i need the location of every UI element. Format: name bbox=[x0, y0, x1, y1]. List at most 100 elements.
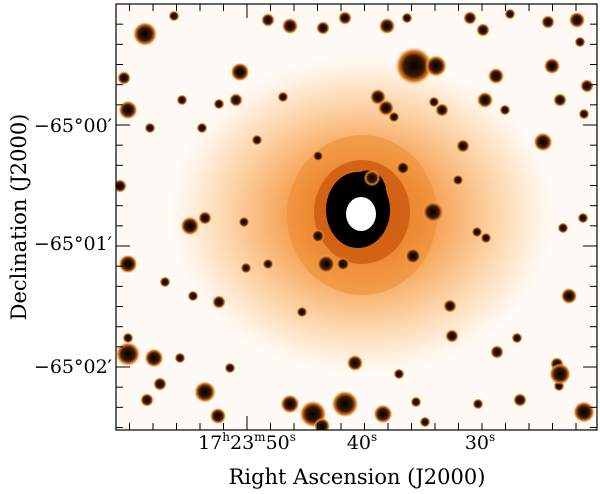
star bbox=[194, 381, 216, 403]
x-tick-label: 17h23m50s bbox=[198, 430, 296, 454]
plot-frame bbox=[115, 3, 598, 431]
star bbox=[224, 362, 236, 374]
star bbox=[144, 348, 164, 368]
star bbox=[396, 161, 410, 175]
y-tick-label: −65°02′ bbox=[34, 356, 112, 378]
star bbox=[533, 132, 553, 152]
star bbox=[176, 94, 188, 106]
star bbox=[336, 257, 350, 271]
star bbox=[476, 91, 494, 109]
star bbox=[404, 247, 422, 265]
star bbox=[378, 17, 396, 35]
star bbox=[428, 96, 440, 108]
star bbox=[435, 103, 449, 117]
star bbox=[573, 401, 595, 423]
star bbox=[280, 394, 300, 414]
star bbox=[262, 258, 274, 270]
star bbox=[196, 122, 208, 134]
star bbox=[395, 47, 433, 85]
star bbox=[140, 393, 154, 407]
star bbox=[456, 139, 470, 153]
star bbox=[338, 11, 352, 25]
star bbox=[251, 134, 263, 146]
star bbox=[422, 201, 444, 223]
star bbox=[577, 212, 589, 224]
star bbox=[132, 21, 158, 47]
star bbox=[209, 407, 227, 425]
field-stars bbox=[116, 8, 595, 430]
x-axis-label: Right Ascension (J2000) bbox=[229, 465, 486, 489]
star bbox=[229, 93, 243, 107]
star bbox=[313, 417, 331, 430]
star bbox=[445, 329, 459, 343]
star bbox=[159, 276, 171, 288]
star bbox=[316, 254, 336, 274]
star bbox=[198, 211, 212, 225]
star bbox=[560, 287, 578, 305]
star bbox=[578, 108, 590, 120]
star bbox=[277, 91, 289, 103]
star bbox=[511, 332, 523, 344]
star bbox=[230, 62, 250, 82]
star bbox=[443, 299, 457, 313]
star bbox=[346, 354, 364, 372]
y-tick-label: −65°00′ bbox=[34, 115, 112, 137]
star bbox=[472, 398, 484, 410]
star bbox=[168, 10, 180, 22]
star bbox=[549, 363, 571, 385]
star bbox=[363, 169, 381, 187]
star bbox=[311, 229, 325, 243]
star bbox=[499, 104, 511, 116]
star bbox=[331, 390, 359, 418]
star bbox=[490, 345, 504, 359]
star bbox=[388, 111, 400, 123]
star bbox=[410, 396, 422, 408]
star bbox=[541, 15, 555, 29]
axis-ticks bbox=[116, 3, 597, 430]
x-tick-label: 30s bbox=[465, 430, 495, 454]
star bbox=[568, 11, 586, 29]
star bbox=[312, 150, 324, 162]
star bbox=[296, 306, 308, 318]
star bbox=[238, 216, 250, 228]
star bbox=[553, 93, 567, 107]
star bbox=[116, 341, 141, 367]
star bbox=[580, 79, 594, 93]
star bbox=[118, 254, 138, 274]
star bbox=[212, 295, 226, 309]
sky-image bbox=[116, 4, 597, 430]
star bbox=[513, 393, 527, 407]
star bbox=[463, 11, 477, 25]
star bbox=[187, 290, 199, 302]
star bbox=[281, 17, 299, 35]
star bbox=[153, 377, 167, 391]
star bbox=[213, 98, 225, 110]
star bbox=[471, 226, 483, 238]
star bbox=[118, 100, 138, 120]
star bbox=[487, 67, 505, 85]
star bbox=[373, 404, 393, 424]
x-tick-label: 40s bbox=[347, 430, 377, 454]
star bbox=[393, 368, 405, 380]
y-tick-label: −65°01′ bbox=[34, 233, 112, 255]
star bbox=[476, 23, 490, 37]
star bbox=[504, 8, 516, 20]
star bbox=[240, 262, 252, 274]
star bbox=[480, 232, 492, 244]
star bbox=[377, 99, 395, 117]
star bbox=[543, 57, 561, 75]
star bbox=[425, 55, 447, 77]
star bbox=[122, 332, 134, 344]
star bbox=[557, 222, 569, 234]
star bbox=[261, 13, 275, 27]
star bbox=[117, 71, 131, 85]
star bbox=[452, 174, 464, 186]
star bbox=[144, 122, 156, 134]
star bbox=[316, 21, 330, 35]
saturated-center bbox=[346, 197, 376, 231]
star bbox=[574, 36, 586, 48]
y-axis-label: Declination (J2000) bbox=[7, 114, 31, 321]
star bbox=[401, 12, 413, 24]
star bbox=[419, 416, 431, 428]
